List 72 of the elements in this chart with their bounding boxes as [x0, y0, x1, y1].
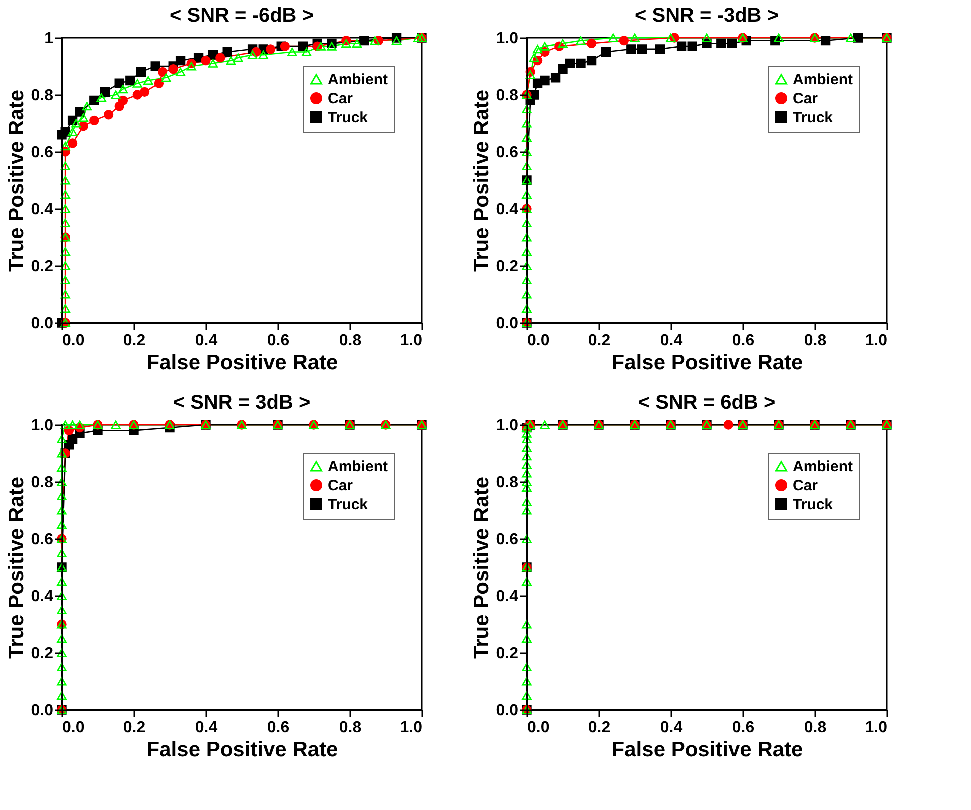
x-tick-label: 1.0: [400, 720, 423, 736]
chart-title: < SNR = -3dB >: [635, 5, 779, 27]
x-tick-label: 0.6: [732, 332, 755, 350]
y-tick-label: 0.0: [496, 702, 519, 720]
chart-title: < SNR = 6dB >: [638, 392, 776, 414]
y-tick-label: 0.2: [31, 258, 54, 276]
x-tick-label: 1.0: [865, 720, 888, 736]
x-tick-label: 0.6: [732, 720, 755, 736]
y-tick-label: 0.6: [31, 532, 54, 548]
legend-label: Car: [328, 478, 354, 494]
x-tick-label: 0.2: [588, 720, 611, 736]
y-tick-label: 0.0: [496, 316, 519, 332]
x-tick-label: 0.0: [528, 720, 550, 736]
y-tick-label: 0.4: [31, 202, 54, 218]
x-tick-label: 0.2: [123, 720, 146, 736]
legend-label: Truck: [328, 496, 369, 514]
x-axis-title: False Positive Rate: [612, 352, 804, 374]
legend-label: Ambient: [328, 458, 388, 476]
y-tick-label: 0.6: [31, 144, 54, 162]
y-tick-label: 0.8: [31, 474, 54, 492]
chart-title: < SNR = -6dB >: [170, 5, 314, 27]
y-tick-label: 0.0: [31, 316, 54, 332]
x-axis-title: False Positive Rate: [146, 352, 338, 374]
x-axis-title: False Positive Rate: [146, 738, 338, 762]
legend-label: Car: [793, 90, 818, 108]
x-tick-label: 0.4: [195, 720, 218, 736]
x-tick-label: 0.0: [62, 720, 85, 736]
y-axis-title: True Positive Rate: [5, 476, 28, 660]
y-axis-title: True Positive Rate: [470, 476, 494, 660]
y-tick-label: 0.4: [496, 588, 519, 606]
y-tick-label: 0.6: [496, 144, 519, 162]
legend-label: Ambient: [328, 72, 388, 88]
y-tick-label: 1.0: [31, 418, 54, 434]
legend-label: Truck: [328, 110, 369, 126]
y-tick-label: 0.2: [31, 646, 54, 662]
x-axis-title: False Positive Rate: [612, 738, 804, 762]
legend-label: Car: [328, 90, 354, 108]
x-tick-label: 0.0: [528, 332, 550, 350]
legend-label: Truck: [793, 110, 834, 126]
x-tick-label: 0.8: [339, 720, 362, 736]
x-tick-label: 0.6: [267, 720, 290, 736]
x-tick-label: 0.2: [588, 332, 611, 350]
y-axis-title: True Positive Rate: [470, 90, 494, 272]
y-tick-label: 0.8: [496, 474, 519, 492]
x-tick-label: 0.0: [62, 332, 85, 350]
legend-label: Ambient: [793, 72, 854, 88]
x-tick-label: 0.2: [123, 332, 146, 350]
x-tick-label: 0.8: [339, 332, 362, 350]
y-tick-label: 0.8: [496, 88, 519, 104]
legend-label: Car: [793, 478, 818, 494]
x-tick-label: 0.6: [267, 332, 290, 350]
x-tick-label: 1.0: [865, 332, 888, 350]
y-tick-label: 0.2: [496, 646, 519, 662]
x-tick-label: 0.8: [804, 332, 827, 350]
legend-label: Truck: [793, 496, 834, 514]
y-tick-label: 0.8: [31, 88, 54, 104]
x-tick-label: 0.4: [660, 720, 683, 736]
y-tick-label: 1.0: [496, 418, 519, 434]
y-tick-label: 0.4: [31, 588, 54, 606]
chart-title: < SNR = 3dB >: [173, 392, 311, 414]
y-tick-label: 0.0: [31, 702, 54, 720]
y-tick-label: 0.4: [496, 202, 519, 218]
x-tick-label: 1.0: [400, 332, 423, 350]
y-axis-title: True Positive Rate: [5, 90, 28, 272]
legend-label: Ambient: [793, 458, 854, 476]
y-tick-label: 0.2: [496, 258, 519, 276]
x-tick-label: 0.8: [804, 720, 827, 736]
y-tick-label: 1: [44, 30, 54, 48]
x-tick-label: 0.4: [660, 332, 683, 350]
x-tick-label: 0.4: [195, 332, 218, 350]
y-tick-label: 0.6: [496, 532, 519, 548]
y-tick-label: 1.0: [496, 30, 519, 48]
